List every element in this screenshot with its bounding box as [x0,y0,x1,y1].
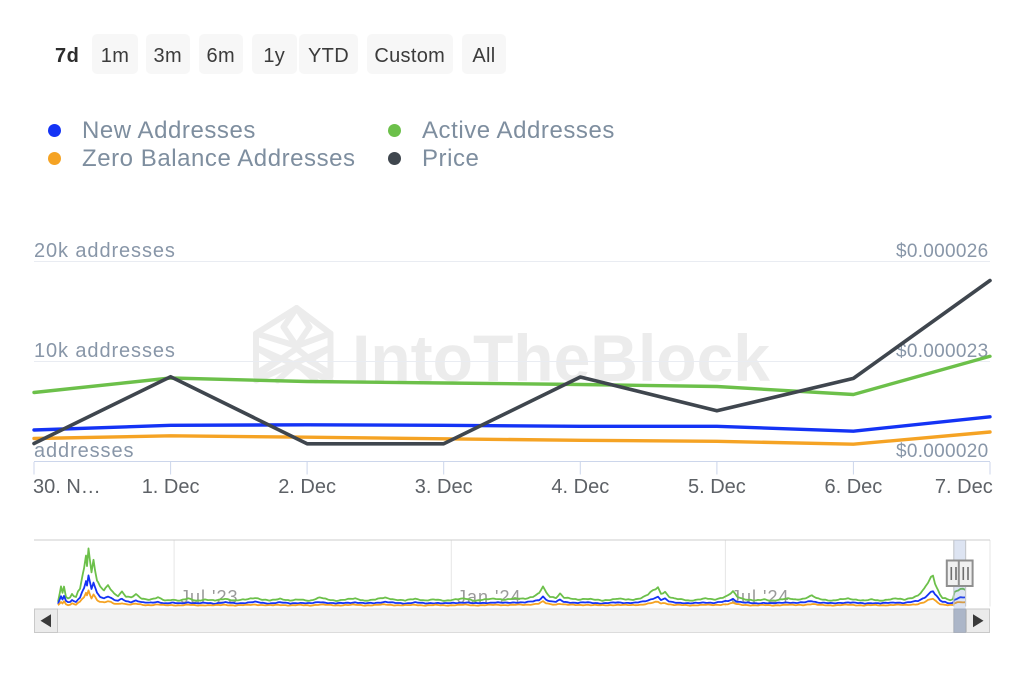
svg-text:4. Dec: 4. Dec [551,476,609,498]
svg-text:20k addresses: 20k addresses [34,240,176,262]
svg-text:2. Dec: 2. Dec [278,476,336,498]
svg-text:7. Dec: 7. Dec [935,476,993,498]
svg-text:1. Dec: 1. Dec [142,476,200,498]
svg-text:3. Dec: 3. Dec [415,476,473,498]
svg-text:$0.000026: $0.000026 [896,241,989,262]
svg-text:$0.000020: $0.000020 [896,441,989,462]
svg-text:5. Dec: 5. Dec [688,476,746,498]
svg-text:30. N…: 30. N… [33,476,101,498]
svg-text:$0.000023: $0.000023 [896,341,989,362]
svg-text:addresses: addresses [34,440,134,462]
svg-text:10k addresses: 10k addresses [34,340,176,362]
svg-text:6. Dec: 6. Dec [824,476,882,498]
